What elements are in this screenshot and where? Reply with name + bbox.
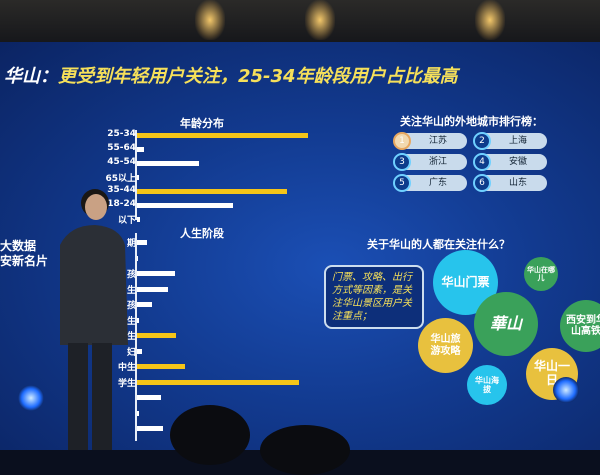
bar (137, 364, 185, 369)
ranking-item: 4 安徽 (473, 153, 547, 171)
bar (137, 133, 308, 138)
ranking-item: 6 山东 (473, 174, 547, 192)
bar (137, 379, 300, 385)
rank-badge: 4 (473, 153, 491, 171)
bar (137, 217, 141, 222)
bar-label: 孩 (126, 301, 136, 311)
city-name: 浙江 (428, 157, 447, 167)
title-prefix: 华山： (4, 66, 58, 87)
life-axis (135, 233, 137, 441)
bubble: 西安到华山高铁 (560, 300, 600, 352)
bar (137, 395, 161, 400)
ranking-item: 5 广东 (393, 174, 467, 192)
rank-badge: 5 (393, 174, 411, 192)
bar (137, 161, 199, 166)
age-chart-title: 年龄分布 (180, 117, 224, 130)
bar-label: 生 (126, 332, 136, 342)
stage-light (195, 0, 225, 40)
bubble: 华山海拔 (467, 365, 507, 405)
bar-label: 生 (126, 316, 136, 327)
bar-label: 生 (126, 285, 136, 296)
huashan-logo: 華山 (474, 292, 538, 356)
bar (137, 302, 153, 307)
side-text: 大数据 (0, 239, 37, 253)
interest-question: 关于华山的人都在关注什么？ (367, 238, 510, 251)
bar-label: 期 (126, 239, 136, 249)
bar (137, 255, 138, 261)
stage-light (305, 0, 335, 40)
bar-label: 18-24 (107, 199, 136, 209)
city-name: 安徽 (508, 157, 527, 167)
bar (137, 317, 139, 323)
bar-label: 55-64 (107, 143, 136, 153)
bar (137, 333, 177, 338)
age-axis (135, 130, 137, 220)
city-name: 广东 (428, 178, 447, 188)
audience-head (260, 425, 350, 475)
bar (137, 271, 175, 276)
bar-label: 学生 (117, 378, 136, 389)
bar-label: 妇 (126, 347, 136, 358)
bar-label: 25-34 (107, 129, 136, 139)
bar-label: 35-44 (107, 185, 136, 195)
bubble: 华山旅游攻略 (418, 318, 473, 373)
audience-head (170, 405, 250, 465)
ceiling (0, 0, 600, 45)
bar (137, 410, 139, 416)
rank-badge: 2 (473, 132, 491, 150)
city-name: 上海 (508, 136, 527, 146)
stage-light (475, 0, 505, 40)
ranking-title: 关注华山的外地城市排行榜： (400, 115, 543, 128)
city-name: 山东 (508, 178, 527, 188)
callout-box: 门票、攻略、出行方式等因素，是关注华山景区用户关注重点； (324, 265, 424, 329)
bar (137, 175, 139, 180)
ranking-item: 1 江苏 (393, 132, 467, 150)
bar-label: 以下 (117, 216, 136, 226)
rank-badge: 3 (393, 153, 411, 171)
bar (137, 426, 163, 431)
presenter (60, 189, 128, 450)
stage-spotlight (553, 377, 579, 403)
ranking-item: 2 上海 (473, 132, 547, 150)
bar-label: 65以上 (105, 174, 136, 184)
bar (137, 348, 143, 354)
bar-label: 45-54 (107, 157, 136, 167)
city-name: 江苏 (428, 136, 447, 146)
stage-spotlight (18, 385, 44, 411)
bar (137, 203, 233, 208)
rank-badge: 1 (393, 132, 411, 150)
side-text: 安新名片 (0, 254, 49, 268)
ranking-item: 3 浙江 (393, 153, 467, 171)
bar (137, 286, 168, 292)
bar (137, 147, 144, 152)
bar (137, 189, 288, 194)
slide-title: 华山：更受到年轻用户关注，25-34年龄段用户占比最高 (4, 62, 458, 88)
bubble: 华山在哪儿 (524, 257, 558, 291)
bar-label: 孩 (126, 270, 136, 280)
life-chart-title: 人生阶段 (180, 227, 224, 240)
bar-label: 中生 (117, 363, 136, 373)
rank-badge: 6 (473, 174, 491, 192)
bar (137, 240, 148, 245)
title-highlight: 更受到年轻用户关注，25-34年龄段用户占比最高 (58, 66, 458, 87)
